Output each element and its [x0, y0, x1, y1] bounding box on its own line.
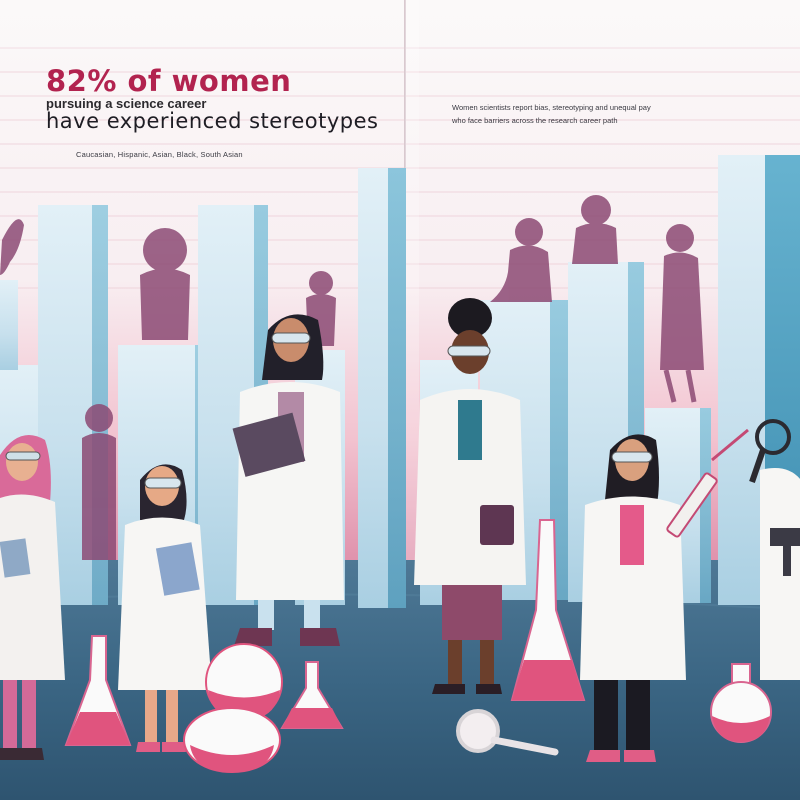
caption-left: Caucasian, Hispanic, Asian, Black, South… — [76, 150, 243, 159]
scientist-far-right — [749, 419, 800, 680]
glassware — [64, 519, 772, 773]
right-text-line-2: who face barriers across the research ca… — [452, 116, 618, 125]
scientist-center — [414, 298, 526, 694]
girl-scientist-left — [118, 464, 212, 752]
subheadline-line-1: pursuing a science career — [46, 96, 207, 111]
scientist-center-right — [580, 428, 749, 762]
right-text-line-1: Women scientists report bias, stereotypi… — [452, 103, 651, 112]
silhouettes — [0, 195, 704, 560]
headline-stat: 82% of women — [46, 64, 292, 98]
scientist-center-left — [232, 314, 344, 646]
scientist-far-left — [0, 435, 65, 760]
subheadline-line-2: have experienced stereotypes — [46, 109, 379, 133]
